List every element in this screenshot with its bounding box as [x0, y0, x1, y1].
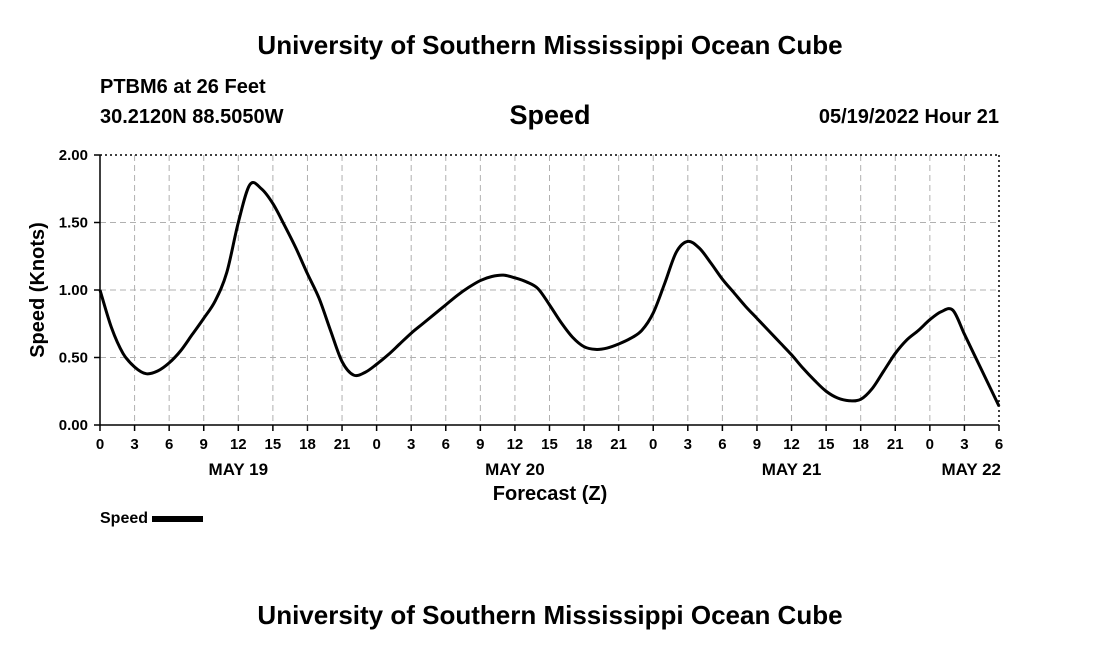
chart-title-top: University of Southern Mississippi Ocean… — [257, 30, 843, 60]
x-tick-label: 6 — [165, 436, 173, 453]
grid-lines — [100, 155, 999, 425]
legend: Speed — [100, 510, 204, 528]
x-day-label: MAY 19 — [209, 460, 269, 479]
y-axis-label: Speed (Knots) — [27, 222, 49, 358]
x-tick-label: 9 — [753, 436, 761, 453]
y-tick-label: 0.50 — [59, 350, 88, 367]
x-tick-label: 15 — [541, 436, 558, 453]
x-tick-label: 3 — [407, 436, 415, 453]
y-tick-label: 1.00 — [59, 282, 88, 299]
x-axis-ticks: 0 3 6 9 12 15 18 21 0 3 6 9 12 15 18 21 0 3 6 9 12 15 18 21 0 3 6 M… — [96, 425, 1003, 479]
x-tick-label: 0 — [649, 436, 657, 453]
forecast-datetime: 05/19/2022 Hour 21 — [818, 106, 999, 128]
y-axis-ticks: 0.00 0.50 1.00 1.50 2.00 — [59, 147, 100, 434]
legend-line-swatch — [152, 515, 204, 522]
station-coordinates: 30.2120N 88.5050W — [100, 106, 284, 128]
x-tick-label: 18 — [576, 436, 593, 453]
variable-title: Speed — [509, 100, 591, 130]
x-tick-label: 6 — [442, 436, 450, 453]
x-tick-label: 6 — [995, 436, 1003, 453]
station-label: PTBM6 at 26 Feet — [100, 76, 266, 98]
x-day-label: MAY 22 — [941, 460, 1001, 479]
x-tick-label: 3 — [684, 436, 692, 453]
x-tick-label: 3 — [130, 436, 138, 453]
x-tick-label: 18 — [299, 436, 316, 453]
x-tick-label: 12 — [230, 436, 247, 453]
y-tick-label: 2.00 — [59, 147, 88, 164]
x-tick-label: 21 — [334, 436, 351, 453]
x-tick-label: 21 — [887, 436, 904, 453]
legend-label: Speed — [100, 510, 149, 527]
x-tick-label: 15 — [818, 436, 835, 453]
x-tick-label: 0 — [926, 436, 934, 453]
x-tick-label: 12 — [783, 436, 800, 453]
x-tick-label: 9 — [200, 436, 208, 453]
x-tick-label: 18 — [852, 436, 869, 453]
x-axis-label: Forecast (Z) — [493, 483, 607, 505]
chart-title-bottom: University of Southern Mississippi Ocean… — [257, 600, 843, 630]
x-day-label: MAY 20 — [485, 460, 545, 479]
x-tick-label: 3 — [960, 436, 968, 453]
x-day-label: MAY 21 — [762, 460, 822, 479]
y-tick-label: 0.00 — [59, 417, 88, 434]
x-tick-label: 0 — [96, 436, 104, 453]
x-tick-label: 0 — [372, 436, 380, 453]
x-tick-label: 15 — [265, 436, 282, 453]
x-tick-label: 6 — [718, 436, 726, 453]
x-tick-label: 21 — [610, 436, 627, 453]
y-tick-label: 1.50 — [59, 215, 88, 232]
speed-series-line — [98, 181, 1001, 407]
x-tick-label: 12 — [507, 436, 524, 453]
x-tick-label: 9 — [476, 436, 484, 453]
